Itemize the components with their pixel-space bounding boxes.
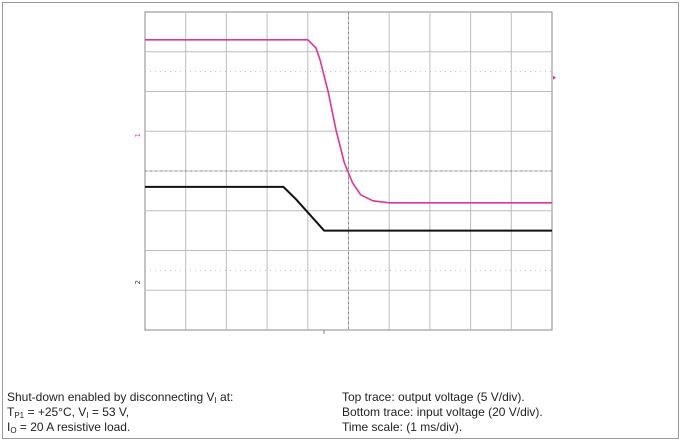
trigger-level-marker: [553, 75, 556, 80]
trace-channel-1: [145, 38, 552, 204]
traces: [145, 38, 552, 232]
caption-line-2: TP1 = +25°C, VI = 53 V,: [7, 405, 130, 420]
trace-channel-2: [145, 185, 552, 232]
caption-time-scale: Time scale: (1 ms/div).: [342, 420, 463, 434]
figure-frame: [2, 2, 679, 439]
channel-marker-2: 2: [134, 280, 142, 284]
caption-conditions: Shut-down enabled by disconnecting VI at…: [7, 390, 233, 435]
caption-line-3: IO = 20 A resistive load.: [7, 420, 131, 435]
caption-traces: Top trace: output voltage (5 V/div). Bot…: [342, 390, 543, 435]
caption-top-trace: Top trace: output voltage (5 V/div).: [342, 390, 525, 404]
channel-marker-1: 1: [134, 133, 142, 137]
caption-line-1: Shut-down enabled by disconnecting VI at…: [7, 390, 234, 405]
center-axes: [145, 12, 552, 330]
caption-bottom-trace: Bottom trace: input voltage (20 V/div).: [342, 405, 543, 419]
channel-markers: 12: [134, 75, 556, 334]
